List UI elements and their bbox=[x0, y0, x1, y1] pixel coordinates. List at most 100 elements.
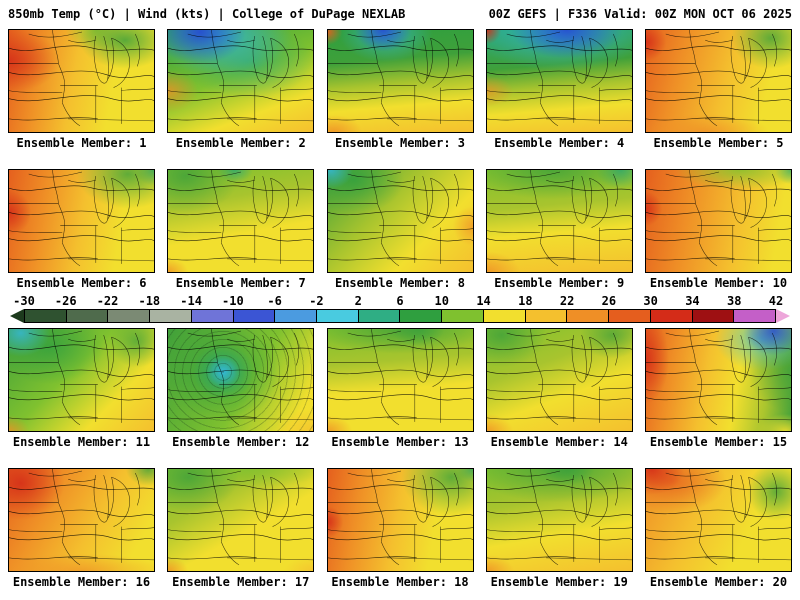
colorbar-tick-label: 2 bbox=[354, 294, 362, 308]
colorbar-segment bbox=[609, 310, 651, 322]
ensemble-panel: Ensemble Member: 18 bbox=[326, 468, 474, 589]
colorbar-tick-label: 6 bbox=[396, 294, 404, 308]
ensemble-member-label: Ensemble Member: 12 bbox=[172, 435, 310, 449]
state-borders-contours-overlay bbox=[9, 469, 154, 571]
colorbar-tick-label: -26 bbox=[54, 294, 77, 308]
ensemble-panel: Ensemble Member: 16 bbox=[8, 468, 155, 589]
weather-map bbox=[485, 328, 633, 432]
colorbar-tick-label: -6 bbox=[267, 294, 282, 308]
weather-map bbox=[326, 29, 474, 133]
ensemble-member-label: Ensemble Member: 15 bbox=[649, 435, 788, 449]
ensemble-member-label: Ensemble Member: 8 bbox=[334, 276, 466, 290]
ensemble-member-label: Ensemble Member: 20 bbox=[649, 575, 788, 589]
ensemble-panel: Ensemble Member: 14 bbox=[485, 328, 633, 449]
ensemble-panel: Ensemble Member: 13 bbox=[326, 328, 474, 449]
ensemble-member-label: Ensemble Member: 6 bbox=[16, 276, 147, 290]
ensemble-member-label: Ensemble Member: 5 bbox=[653, 136, 784, 150]
weather-map bbox=[326, 468, 474, 572]
weather-map bbox=[167, 29, 315, 133]
colorbar-bar bbox=[10, 309, 790, 323]
state-borders-contours-overlay bbox=[168, 469, 313, 571]
ensemble-member-label: Ensemble Member: 2 bbox=[175, 136, 306, 150]
weather-map bbox=[8, 169, 155, 273]
ensemble-member-label: Ensemble Member: 7 bbox=[175, 276, 306, 290]
colorbar-tick-label: 18 bbox=[518, 294, 533, 308]
colorbar-segment bbox=[734, 310, 775, 322]
weather-map bbox=[8, 29, 155, 133]
state-borders-contours-overlay bbox=[487, 469, 632, 571]
ensemble-panel: Ensemble Member: 3 bbox=[326, 29, 474, 150]
weather-map bbox=[485, 169, 633, 273]
colorbar-segment bbox=[400, 310, 443, 322]
colorbar-tick-labels: -30 -26 -22 -18 -14 -10 -6 -2 2 6 10 14 18 22 26 30 34 38… bbox=[10, 295, 790, 308]
ensemble-row-3: Ensemble Member: 11 Ensemble Member: 12 … bbox=[0, 328, 800, 449]
state-borders-contours-overlay bbox=[646, 469, 791, 571]
colorbar-tick-label: -18 bbox=[138, 294, 161, 308]
weather-map bbox=[167, 468, 315, 572]
colorbar-tick-label: 26 bbox=[601, 294, 617, 308]
state-borders-contours-overlay bbox=[168, 170, 313, 272]
weather-map bbox=[8, 468, 155, 572]
ensemble-panel: Ensemble Member: 5 bbox=[645, 29, 792, 150]
colorbar-segment bbox=[525, 310, 568, 322]
weather-map bbox=[645, 29, 792, 133]
state-borders-contours-overlay bbox=[328, 30, 473, 132]
colorbar-segment bbox=[233, 310, 276, 322]
colorbar-segment bbox=[150, 310, 192, 322]
colorbar-tick-label: 22 bbox=[559, 294, 575, 308]
temperature-colorbar: -30 -26 -22 -18 -14 -10 -6 -2 2 6 10 14 18 22 26 30 34 38… bbox=[10, 295, 790, 323]
colorbar-segment bbox=[692, 310, 735, 322]
colorbar-tick-label: -30 bbox=[13, 294, 35, 308]
colorbar-tick-label: -14 bbox=[180, 294, 202, 308]
ensemble-member-label: Ensemble Member: 4 bbox=[494, 136, 625, 150]
ensemble-panel: Ensemble Member: 8 bbox=[326, 169, 474, 290]
ensemble-panel: Ensemble Member: 20 bbox=[645, 468, 792, 589]
colorbar-segment bbox=[358, 310, 401, 322]
colorbar-segment bbox=[442, 310, 484, 322]
ensemble-member-label: Ensemble Member: 9 bbox=[494, 276, 625, 290]
weather-map bbox=[167, 328, 315, 432]
weather-map bbox=[645, 468, 792, 572]
state-borders-contours-overlay bbox=[328, 469, 473, 571]
colorbar-tick-label: 42 bbox=[768, 294, 784, 308]
ensemble-member-label: Ensemble Member: 14 bbox=[490, 435, 628, 449]
ensemble-panel: Ensemble Member: 9 bbox=[485, 169, 633, 290]
state-borders-contours-overlay bbox=[9, 30, 154, 132]
ensemble-panel: Ensemble Member: 10 bbox=[645, 169, 792, 290]
header-bar: 850mb Temp (°C) | Wind (kts) | College o… bbox=[0, 0, 800, 21]
weather-map bbox=[326, 169, 474, 273]
ensemble-panel: Ensemble Member: 2 bbox=[167, 29, 315, 150]
run-valid-info: 00Z GEFS | F336 Valid: 00Z MON OCT 06 20… bbox=[488, 7, 792, 21]
weather-map bbox=[167, 169, 315, 273]
product-title: 850mb Temp (°C) | Wind (kts) | College o… bbox=[8, 7, 406, 21]
ensemble-panel: Ensemble Member: 11 bbox=[8, 328, 155, 449]
ensemble-panel: Ensemble Member: 19 bbox=[485, 468, 633, 589]
ensemble-panel: Ensemble Member: 6 bbox=[8, 169, 155, 290]
ensemble-member-label: Ensemble Member: 17 bbox=[172, 575, 310, 589]
ensemble-member-label: Ensemble Member: 3 bbox=[334, 136, 466, 150]
ensemble-panel: Ensemble Member: 15 bbox=[645, 328, 792, 449]
ensemble-panel: Ensemble Member: 12 bbox=[167, 328, 315, 449]
state-borders-contours-overlay bbox=[168, 329, 313, 431]
weather-map bbox=[8, 328, 155, 432]
state-borders-contours-overlay bbox=[9, 329, 154, 431]
colorbar-segment bbox=[483, 310, 526, 322]
weather-map bbox=[485, 29, 633, 133]
state-borders-contours-overlay bbox=[328, 329, 473, 431]
ensemble-member-label: Ensemble Member: 1 bbox=[16, 136, 147, 150]
colorbar-tick-label: 10 bbox=[434, 294, 449, 308]
colorbar-tick-label: 30 bbox=[643, 294, 658, 308]
colorbar-segment bbox=[191, 310, 234, 322]
state-borders-contours-overlay bbox=[646, 30, 791, 132]
colorbar-segment bbox=[275, 310, 318, 322]
state-borders-contours-overlay bbox=[646, 170, 791, 272]
weather-map bbox=[645, 328, 792, 432]
state-borders-contours-overlay bbox=[328, 170, 473, 272]
ensemble-row-2: Ensemble Member: 6 Ensemble Member: 7 En… bbox=[0, 169, 800, 290]
colorbar-segment bbox=[66, 310, 109, 322]
colorbar-tick-label: 14 bbox=[476, 294, 491, 308]
state-borders-contours-overlay bbox=[487, 30, 632, 132]
ensemble-member-label: Ensemble Member: 19 bbox=[490, 575, 628, 589]
ensemble-panel: Ensemble Member: 7 bbox=[167, 169, 315, 290]
